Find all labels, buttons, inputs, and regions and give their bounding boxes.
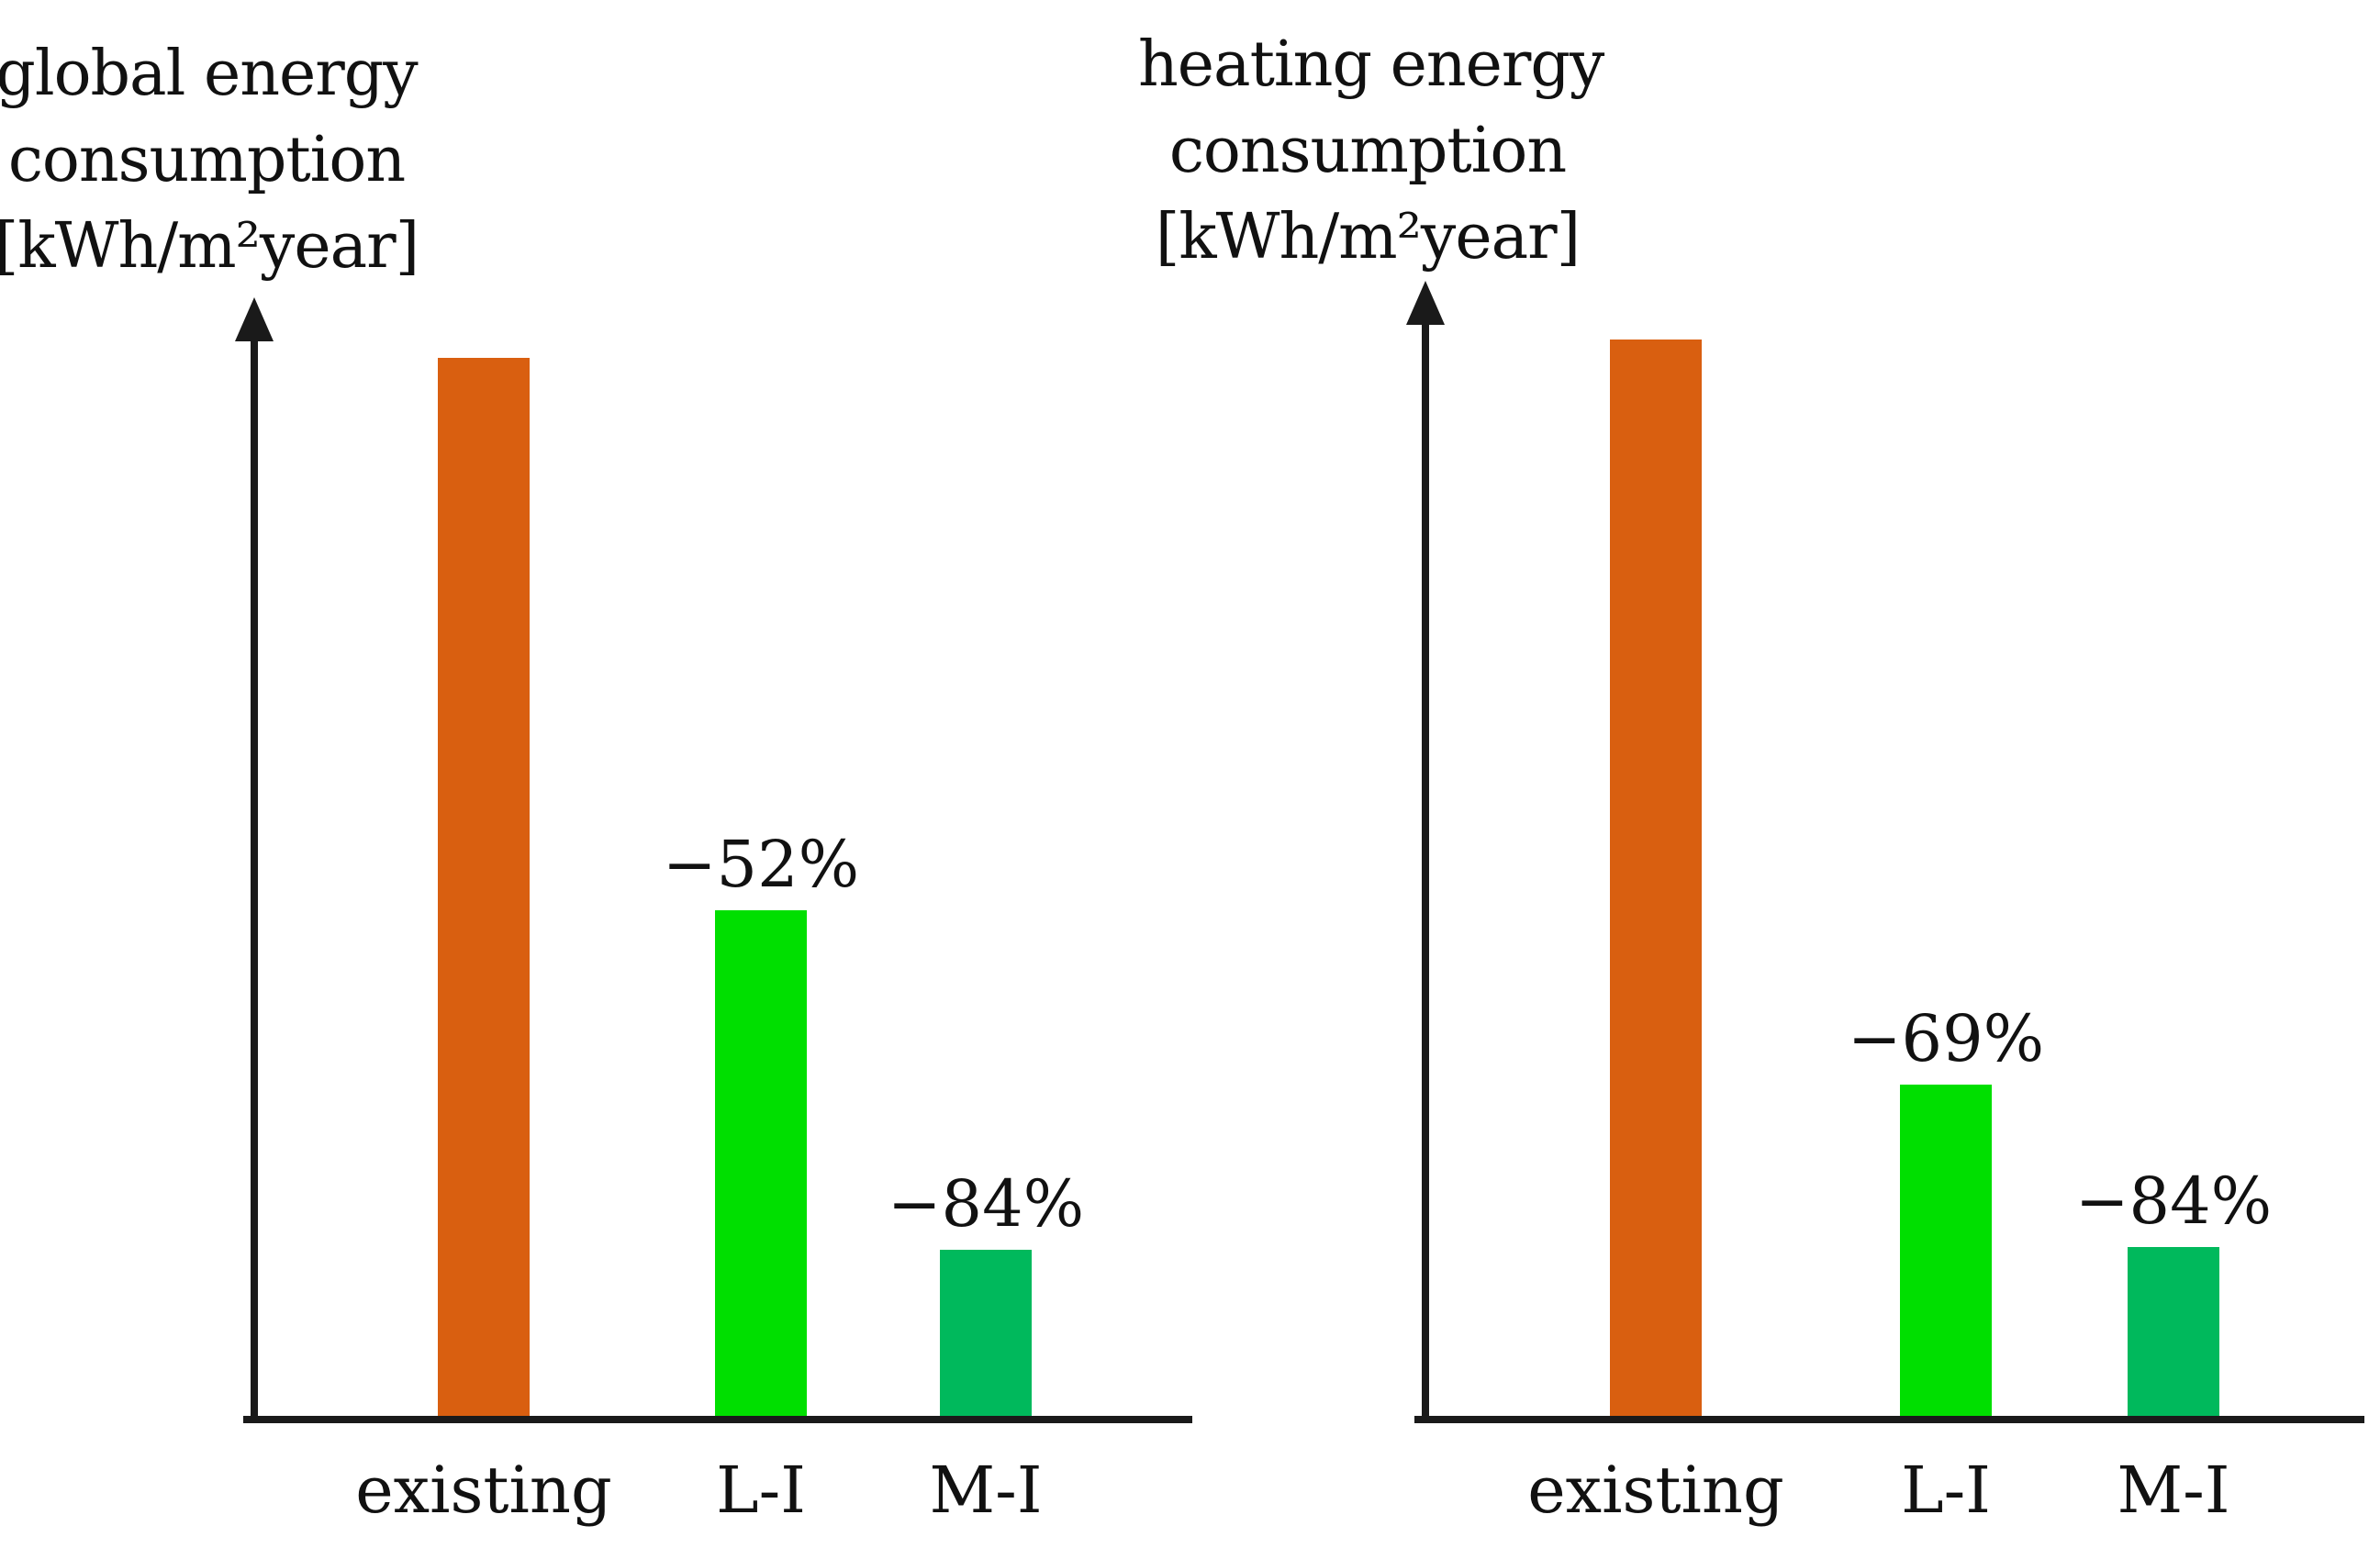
chart-title-heating: heating energy consumption [kWh/m²year] bbox=[1138, 22, 1604, 281]
chart-title-line: consumption bbox=[1168, 115, 1567, 187]
bar-m-i bbox=[2128, 1247, 2219, 1423]
x-axis-line bbox=[1414, 1416, 2364, 1423]
delta-label-l-i: −69% bbox=[1847, 1001, 2045, 1076]
category-label-m-i: M-I bbox=[2117, 1453, 2230, 1528]
chart-global-energy: global energy consumption [kWh/m²year] e… bbox=[0, 31, 1192, 1528]
delta-label-m-i: −84% bbox=[2074, 1164, 2273, 1239]
chart-heating-energy: heating energy consumption [kWh/m²year] … bbox=[1138, 0, 2380, 1548]
category-label-l-i: L-I bbox=[716, 1453, 806, 1528]
chart-title-line: consumption bbox=[7, 124, 406, 196]
chart-title-line: global energy bbox=[0, 38, 419, 110]
chart-title-line: [kWh/m²year] bbox=[1155, 201, 1581, 273]
x-axis-line bbox=[243, 1416, 1192, 1423]
category-label-existing: existing bbox=[1527, 1453, 1784, 1528]
delta-label-l-i: −52% bbox=[662, 827, 860, 902]
y-axis-line bbox=[1422, 317, 1429, 1423]
bar-l-i bbox=[715, 910, 807, 1423]
bar-m-i bbox=[940, 1250, 1032, 1423]
category-label-l-i: L-I bbox=[1901, 1453, 1991, 1528]
bar-l-i bbox=[1900, 1085, 1992, 1423]
chart-title-line: heating energy bbox=[1138, 28, 1604, 101]
bar-existing bbox=[438, 358, 530, 1423]
chart-title-line: [kWh/m²year] bbox=[0, 210, 419, 283]
delta-label-m-i: −84% bbox=[887, 1166, 1085, 1242]
category-label-existing: existing bbox=[355, 1453, 612, 1528]
bar-existing bbox=[1610, 340, 1702, 1423]
chart-title-global: global energy consumption [kWh/m²year] bbox=[0, 31, 436, 290]
category-label-m-i: M-I bbox=[929, 1453, 1043, 1528]
y-axis-line bbox=[251, 334, 258, 1423]
